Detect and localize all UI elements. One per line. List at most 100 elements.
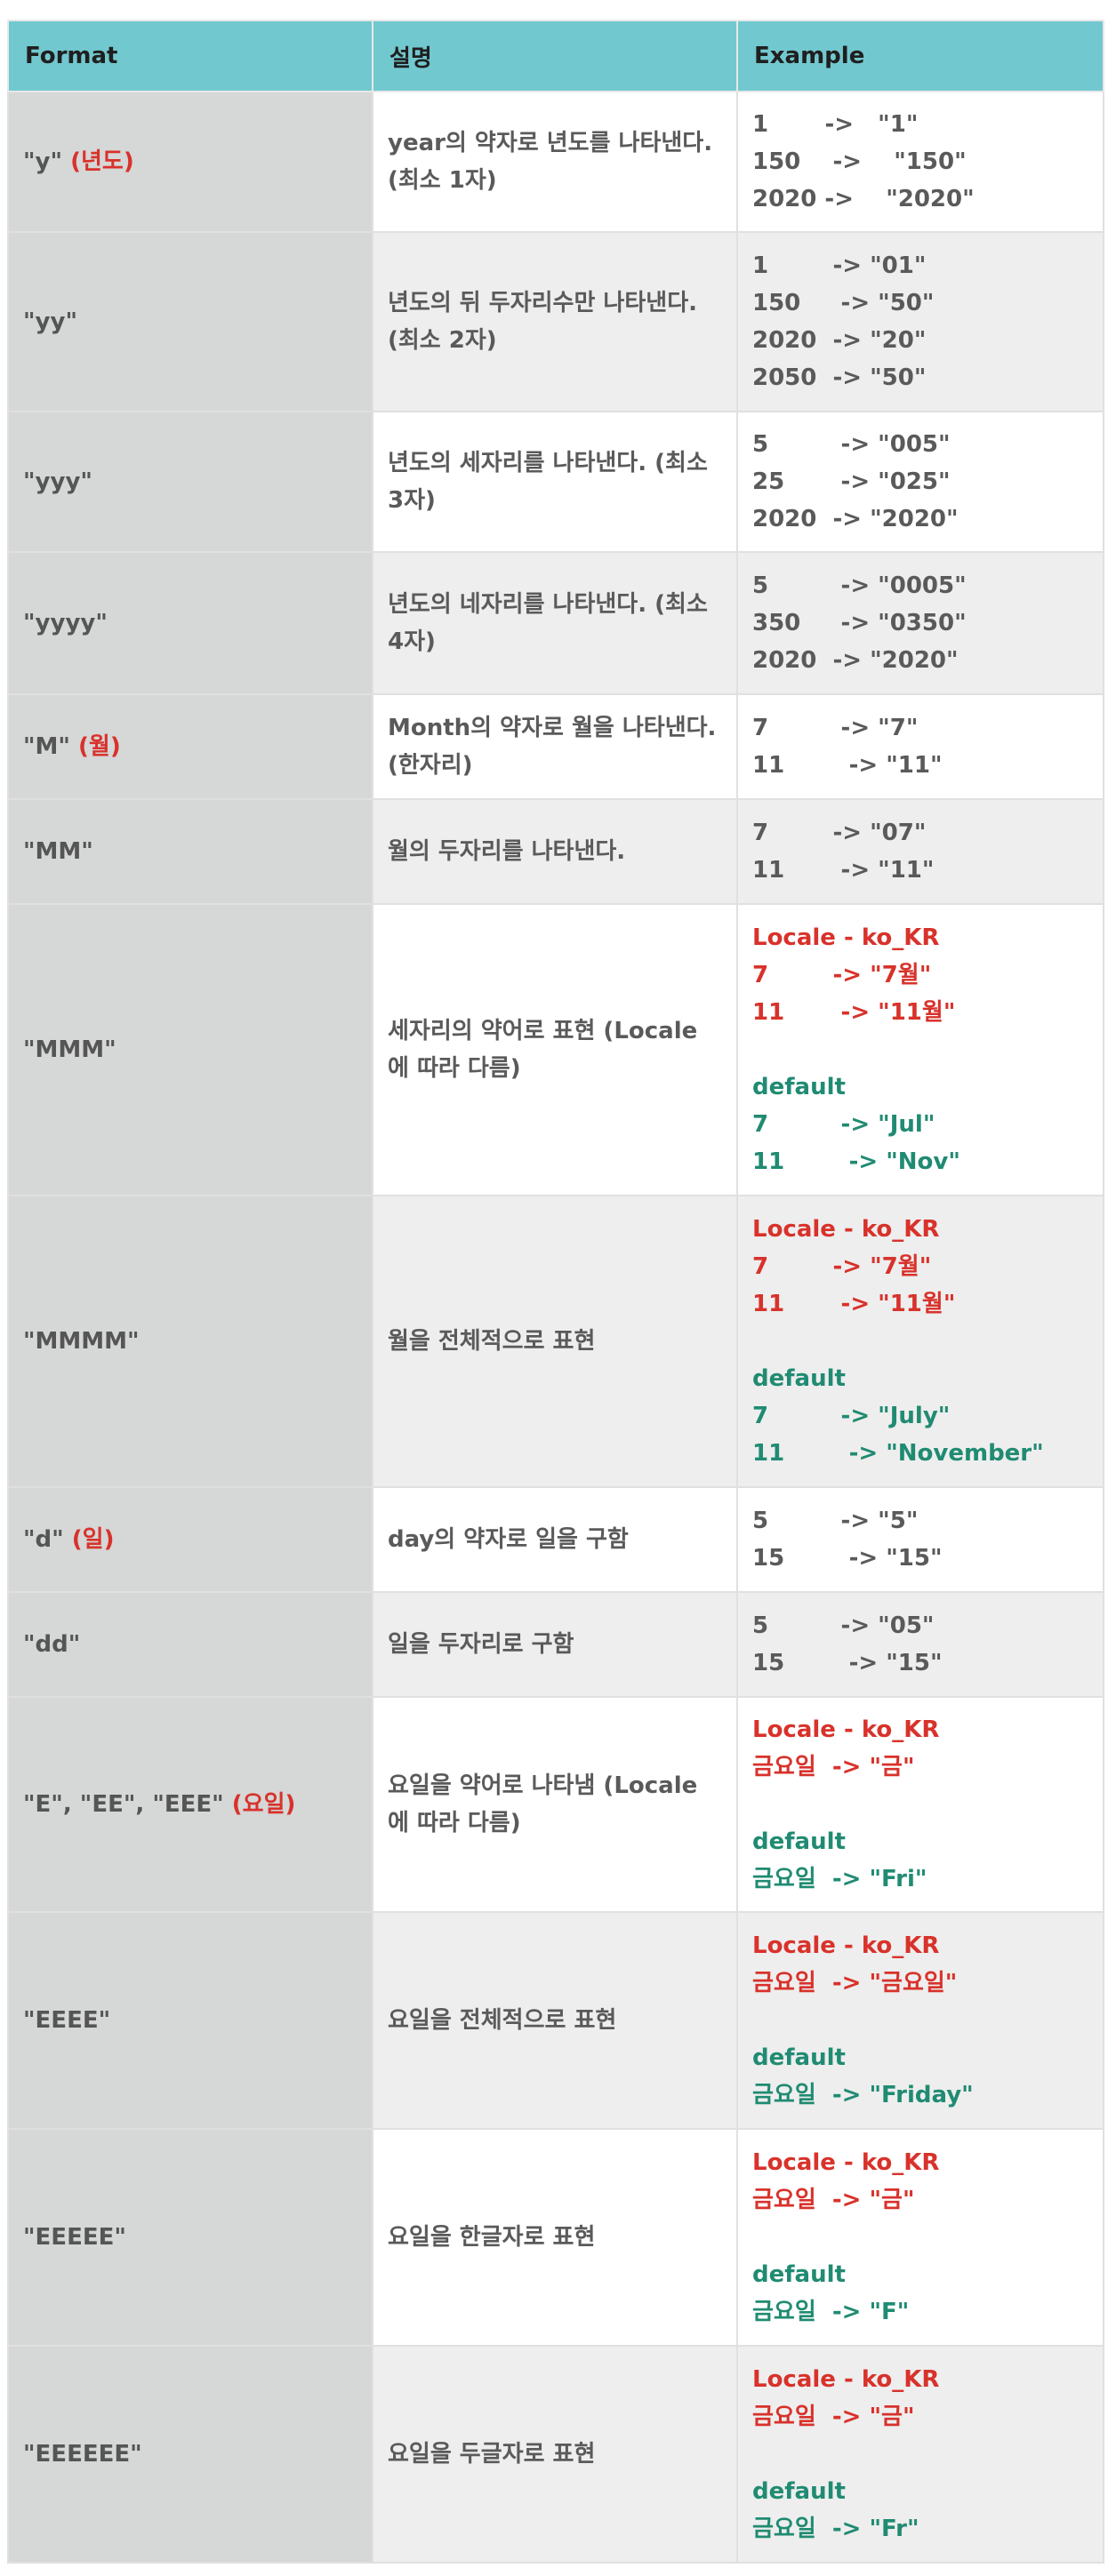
table-row: "y" (년도) year의 약자로 년도를 나타낸다. (최소 1자) 1 -> … xyxy=(7,91,1104,233)
example-line: 금요일 -> "금요일" xyxy=(752,1970,958,1996)
example-line: 5 -> "0005" xyxy=(752,572,967,599)
format-cell: "EEEEEE" xyxy=(7,2345,373,2564)
example-cell: 5 -> "0005" 350 -> "0350" 2020 -> "2020" xyxy=(736,551,1104,695)
format-cell: "EEEE" xyxy=(7,1911,373,2130)
example-line: 7 -> "7월" xyxy=(752,1253,932,1280)
description-text: year의 약자로 년도를 나타낸다. (최소 1자) xyxy=(388,130,713,194)
description-text: 요일을 약어로 나타냄 (Locale 에 따라 다름) xyxy=(388,1772,698,1836)
example-line: 1 -> "01" xyxy=(752,252,927,279)
description-cell: 년도의 네자리를 나타낸다. (최소 4자) xyxy=(372,551,738,695)
example-line: Locale - ko_KR xyxy=(752,924,940,951)
description-text: 요일을 한글자로 표현 xyxy=(388,2224,596,2251)
example-cell: Locale - ko_KR 금요일 -> "금" default 금요일 -> "F… xyxy=(736,1696,1104,1913)
format-cell: "d" (일) xyxy=(7,1486,373,1593)
example-line: 15 -> "15" xyxy=(752,1545,943,1572)
format-cell: "MMMM" xyxy=(7,1195,373,1488)
example-line: default xyxy=(752,1828,846,1855)
example-cell: 7 -> "07" 11 -> "11" xyxy=(736,798,1104,905)
description-cell: 월의 두자리를 나타낸다. xyxy=(372,798,738,905)
example-line: default xyxy=(752,2261,846,2288)
example-cell: 5 -> "5" 15 -> "15" xyxy=(736,1486,1104,1593)
description-text: Month의 약자로 월을 나타낸다. (한자리) xyxy=(388,715,717,779)
example-line: 2020 -> "2020" xyxy=(752,186,975,212)
description-text: day의 약자로 일을 구함 xyxy=(388,1526,629,1553)
format-cell: "dd" xyxy=(7,1591,373,1698)
example-line: 11 -> "Nov" xyxy=(752,1148,960,1175)
format-code: "yy" xyxy=(23,308,77,335)
example-line: 150 -> "50" xyxy=(752,290,935,316)
example-line: 7 -> "7" xyxy=(752,715,919,741)
example-line: 금요일 -> "금" xyxy=(752,2404,915,2430)
description-cell: 요일을 약어로 나타냄 (Locale 에 따라 다름) xyxy=(372,1696,738,1913)
description-cell: 요일을 두글자로 표현 xyxy=(372,2345,738,2564)
example-line: 11 -> "11월" xyxy=(752,999,956,1026)
format-code: "dd" xyxy=(23,1631,81,1658)
example-cell: Locale - ko_KR 7 -> "7월" 11 -> "11월" defaul… xyxy=(736,1195,1104,1488)
example-line: 금요일 -> "금" xyxy=(752,1754,915,1780)
table-header-row: Format 설명 Example xyxy=(7,20,1104,92)
format-code: "EEEE" xyxy=(23,2007,111,2034)
example-line xyxy=(752,1323,1088,1360)
example-line xyxy=(752,2436,1088,2473)
description-cell: 세자리의 약어로 표현 (Locale 에 따라 다름) xyxy=(372,903,738,1196)
example-line: 150 -> "150" xyxy=(752,148,967,175)
example-cell: 5 -> "05" 15 -> "15" xyxy=(736,1591,1104,1698)
format-cell: "M" (월) xyxy=(7,693,373,800)
example-cell: Locale - ko_KR 금요일 -> "금" default 금요일 -> "F… xyxy=(736,2345,1104,2564)
description-text: 월을 전체적으로 표현 xyxy=(388,1328,596,1355)
table-row: "M" (월) Month의 약자로 월을 나타낸다. (한자리) 7 -> "7"… xyxy=(7,693,1104,800)
example-line: 11 -> "11" xyxy=(752,752,943,779)
description-text: 월의 두자리를 나타낸다. xyxy=(388,838,626,865)
example-line: 7 -> "7월" xyxy=(752,962,932,988)
example-cell: Locale - ko_KR 금요일 -> "금" default 금요일 -> "F… xyxy=(736,2128,1104,2347)
format-table-container: Format 설명 Example "y" (년도) year의 약자로 년도를 … xyxy=(7,20,1104,2564)
example-line: 11 -> "November" xyxy=(752,1440,1044,1467)
format-code: "y" xyxy=(23,148,63,175)
format-code: "yyyy" xyxy=(23,610,108,636)
description-cell: Month의 약자로 월을 나타낸다. (한자리) xyxy=(372,693,738,800)
example-line: 금요일 -> "Fr" xyxy=(752,2516,919,2542)
example-line: 7 -> "07" xyxy=(752,820,927,846)
description-text: 년도의 뒤 두자리수만 나타낸다. (최소 2자) xyxy=(388,290,697,354)
format-category-tag: (요일) xyxy=(231,1791,296,1818)
example-line: default xyxy=(752,2478,846,2505)
table-row: "E", "EE", "EEE" (요일) 요일을 약어로 나타냄 (Locale… xyxy=(7,1696,1104,1913)
header-description: 설명 xyxy=(372,20,738,92)
description-cell: 년도의 세자리를 나타낸다. (최소 3자) xyxy=(372,411,738,553)
table-row: "EEEEE" 요일을 한글자로 표현 Locale - ko_KR 금요일 -> "… xyxy=(7,2128,1104,2347)
example-cell: Locale - ko_KR 7 -> "7월" 11 -> "11월" defaul… xyxy=(736,903,1104,1196)
example-cell: 1 -> "01" 150 -> "50" 2020 -> "20" 2050 -> … xyxy=(736,231,1104,412)
description-text: 요일을 전체적으로 표현 xyxy=(388,2007,617,2034)
description-text: 일을 두자리로 구함 xyxy=(388,1631,574,1658)
example-cell: 1 -> "1" 150 -> "150" 2020 -> "2020" xyxy=(736,91,1104,233)
description-text: 년도의 세자리를 나타낸다. (최소 3자) xyxy=(388,450,708,514)
example-line: 2020 -> "20" xyxy=(752,327,927,354)
format-code: "MMMM" xyxy=(23,1328,140,1355)
example-cell: 7 -> "7" 11 -> "11" xyxy=(736,693,1104,800)
example-cell: Locale - ko_KR 금요일 -> "금요일" default 금요일 -> … xyxy=(736,1911,1104,2130)
header-format: Format xyxy=(7,20,373,92)
example-line: 2020 -> "2020" xyxy=(752,506,959,532)
description-cell: 년도의 뒤 두자리수만 나타낸다. (최소 2자) xyxy=(372,231,738,412)
format-cell: "EEEEE" xyxy=(7,2128,373,2347)
format-cell: "E", "EE", "EEE" (요일) xyxy=(7,1696,373,1913)
format-category-tag: (일) xyxy=(71,1526,115,1553)
format-code: "M" xyxy=(23,733,70,760)
example-line xyxy=(752,2219,1088,2256)
table-row: "MM" 월의 두자리를 나타낸다. 7 -> "07" 11 -> "11" xyxy=(7,798,1104,905)
example-line: 금요일 -> "F" xyxy=(752,2299,910,2325)
format-cell: "yy" xyxy=(7,231,373,412)
example-cell: 5 -> "005" 25 -> "025" 2020 -> "2020" xyxy=(736,411,1104,553)
table-row: "MMMM" 월을 전체적으로 표현 Locale - ko_KR 7 -> "7월"… xyxy=(7,1195,1104,1488)
example-line: 2050 -> "50" xyxy=(752,364,927,391)
format-cell: "y" (년도) xyxy=(7,91,373,233)
format-cell: "yyyy" xyxy=(7,551,373,695)
example-line: Locale - ko_KR xyxy=(752,2366,940,2393)
example-line: Locale - ko_KR xyxy=(752,2149,940,2176)
example-line: 1 -> "1" xyxy=(752,111,919,138)
description-text: 세자리의 약어로 표현 (Locale 에 따라 다름) xyxy=(388,1018,698,1082)
table-row: "MMM" 세자리의 약어로 표현 (Locale 에 따라 다름) Locale … xyxy=(7,903,1104,1196)
format-cell: "yyy" xyxy=(7,411,373,553)
example-line: 7 -> "July" xyxy=(752,1403,951,1429)
description-cell: year의 약자로 년도를 나타낸다. (최소 1자) xyxy=(372,91,738,233)
